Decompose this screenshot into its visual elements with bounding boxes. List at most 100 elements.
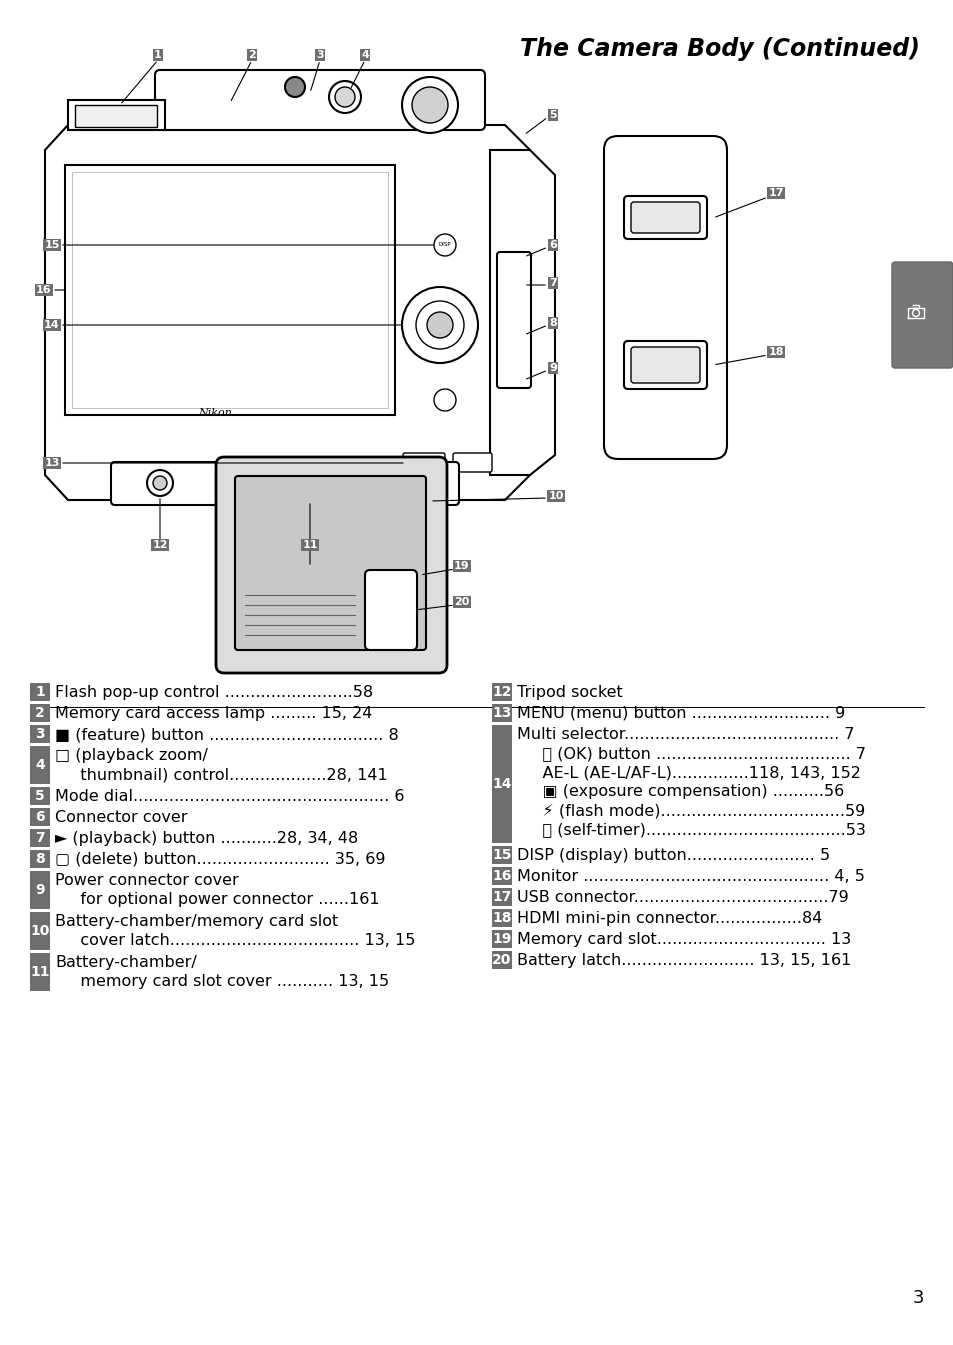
Text: Memory card access lamp ......... 15, 24: Memory card access lamp ......... 15, 24 [55, 706, 372, 721]
Text: 17: 17 [767, 188, 783, 198]
FancyBboxPatch shape [492, 725, 512, 843]
Text: DISP: DISP [438, 242, 451, 247]
Text: 6: 6 [549, 239, 557, 250]
Text: MENU (menu) button ........................... 9: MENU (menu) button .....................… [517, 706, 844, 721]
Text: 3: 3 [315, 50, 323, 61]
Text: for optional power connector ......161: for optional power connector ......161 [65, 892, 379, 907]
Text: 7: 7 [549, 278, 557, 288]
Text: 8: 8 [35, 851, 45, 866]
Text: 14: 14 [44, 320, 60, 330]
FancyBboxPatch shape [30, 850, 50, 868]
FancyBboxPatch shape [402, 453, 444, 472]
Text: Battery-chamber/: Battery-chamber/ [55, 955, 196, 970]
Text: thumbnail) control...................28, 141: thumbnail) control...................28,… [65, 767, 387, 781]
Text: ■ (feature) button .................................. 8: ■ (feature) button .....................… [55, 728, 398, 742]
Text: 15: 15 [44, 239, 60, 250]
FancyBboxPatch shape [111, 461, 458, 504]
FancyBboxPatch shape [453, 453, 492, 472]
Text: 4: 4 [360, 50, 369, 61]
Text: Power connector cover: Power connector cover [55, 873, 238, 888]
Circle shape [147, 469, 172, 496]
FancyBboxPatch shape [30, 703, 50, 722]
FancyBboxPatch shape [492, 888, 512, 907]
Text: Ⓢ (OK) button ...................................... 7: Ⓢ (OK) button ..........................… [521, 746, 865, 761]
FancyBboxPatch shape [30, 808, 50, 826]
FancyBboxPatch shape [154, 70, 484, 130]
Polygon shape [68, 100, 165, 130]
Text: USB connector......................................79: USB connector...........................… [517, 890, 848, 905]
Circle shape [285, 77, 305, 97]
FancyBboxPatch shape [215, 457, 447, 672]
Text: ⌛ (self-timer).......................................53: ⌛ (self-timer)..........................… [521, 822, 865, 837]
Text: Tripod socket: Tripod socket [517, 685, 622, 699]
Text: 6: 6 [35, 810, 45, 824]
Text: 18: 18 [492, 911, 511, 925]
Text: 13: 13 [492, 706, 511, 720]
Circle shape [329, 81, 360, 113]
Text: 9: 9 [549, 363, 557, 373]
Circle shape [401, 286, 477, 363]
Circle shape [401, 77, 457, 133]
FancyBboxPatch shape [30, 912, 50, 950]
Text: The Camera Body (Continued): The Camera Body (Continued) [519, 38, 919, 61]
Text: 9: 9 [35, 884, 45, 897]
Circle shape [152, 476, 167, 490]
Text: 16: 16 [36, 285, 51, 295]
Text: ▢ (delete) button.......................... 35, 69: ▢ (delete) button.......................… [55, 851, 385, 868]
FancyBboxPatch shape [30, 725, 50, 742]
Text: 16: 16 [492, 869, 511, 884]
Text: AE-L (AE-L/AF-L)...............118, 143, 152: AE-L (AE-L/AF-L)...............118, 143,… [521, 765, 860, 780]
FancyBboxPatch shape [623, 196, 706, 239]
Text: Memory card slot................................. 13: Memory card slot........................… [517, 932, 850, 947]
FancyBboxPatch shape [492, 846, 512, 863]
Text: Monitor ................................................ 4, 5: Monitor ................................… [517, 869, 864, 884]
Text: cover latch..................................... 13, 15: cover latch.............................… [65, 933, 415, 948]
Text: Mode dial.................................................. 6: Mode dial...............................… [55, 790, 404, 804]
Text: Multi selector.......................................... 7: Multi selector..........................… [517, 728, 854, 742]
Text: 2: 2 [35, 706, 45, 720]
Text: Battery latch.......................... 13, 15, 161: Battery latch.......................... … [517, 954, 850, 968]
Text: Connector cover: Connector cover [55, 810, 188, 824]
Text: 19: 19 [454, 561, 469, 572]
Text: 7: 7 [35, 831, 45, 845]
FancyBboxPatch shape [630, 202, 700, 233]
Text: 5: 5 [35, 790, 45, 803]
Text: 20: 20 [454, 597, 469, 607]
FancyBboxPatch shape [30, 954, 50, 991]
Circle shape [434, 389, 456, 412]
FancyBboxPatch shape [292, 473, 353, 500]
Circle shape [335, 87, 355, 108]
Text: 14: 14 [492, 777, 511, 791]
FancyBboxPatch shape [30, 787, 50, 806]
Polygon shape [490, 151, 555, 475]
FancyBboxPatch shape [497, 252, 531, 387]
Text: ▣ (exposure compensation) ..........56: ▣ (exposure compensation) ..........56 [521, 784, 843, 799]
Text: 15: 15 [492, 847, 511, 862]
Text: 11: 11 [30, 964, 50, 979]
Text: memory card slot cover ........... 13, 15: memory card slot cover ........... 13, 1… [65, 974, 389, 989]
Text: Nikon: Nikon [198, 408, 232, 418]
FancyBboxPatch shape [30, 746, 50, 784]
Text: 10: 10 [548, 491, 563, 500]
Text: DISP (display) button......................... 5: DISP (display) button...................… [517, 847, 829, 863]
Text: 2: 2 [248, 50, 255, 61]
Text: 20: 20 [492, 954, 511, 967]
FancyBboxPatch shape [365, 570, 416, 650]
Bar [75, 105, 157, 126]
FancyBboxPatch shape [891, 262, 952, 369]
Text: HDMI mini-pin connector.................84: HDMI mini-pin connector.................… [517, 911, 821, 925]
Bar [65, 165, 395, 416]
FancyBboxPatch shape [492, 929, 512, 948]
FancyBboxPatch shape [30, 829, 50, 847]
FancyBboxPatch shape [492, 703, 512, 722]
FancyBboxPatch shape [603, 136, 726, 459]
Circle shape [416, 301, 463, 348]
FancyBboxPatch shape [492, 951, 512, 968]
FancyBboxPatch shape [30, 872, 50, 909]
Text: 11: 11 [302, 539, 317, 550]
FancyBboxPatch shape [30, 683, 50, 701]
Bar [71, 172, 388, 408]
Text: 17: 17 [492, 890, 511, 904]
FancyBboxPatch shape [234, 476, 426, 650]
Text: 12: 12 [152, 539, 168, 550]
